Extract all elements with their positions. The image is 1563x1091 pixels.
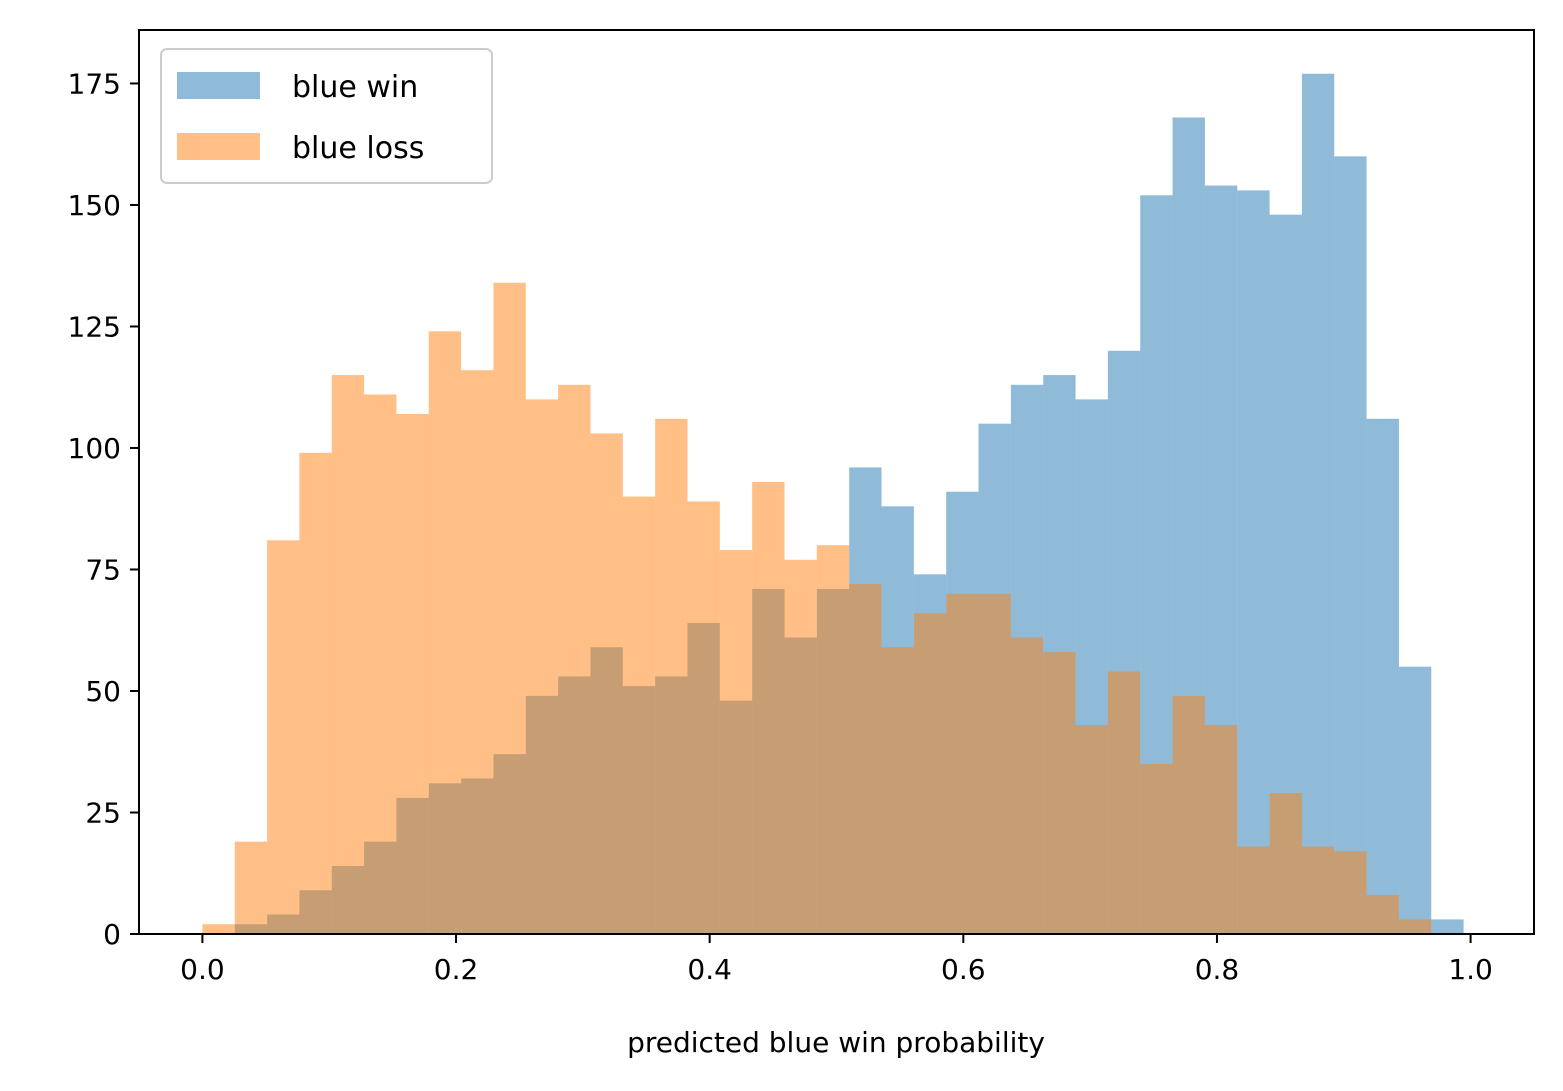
bar-blue-loss-4 (331, 375, 365, 935)
bar-blue-loss-13 (622, 496, 656, 934)
x-tick-label-3: 0.6 (941, 953, 986, 986)
y-tick-label-2: 50 (85, 675, 121, 708)
bar-blue-loss-6 (396, 413, 429, 935)
bar-blue-loss-32 (1237, 846, 1270, 934)
bar-blue-loss-29 (1140, 763, 1173, 934)
bar-blue-loss-9 (493, 282, 526, 935)
bar-blue-win-33 (1301, 73, 1335, 935)
bar-blue-loss-0 (202, 924, 235, 934)
bar-blue-loss-2 (267, 540, 300, 934)
x-tick-label-1: 0.2 (434, 953, 479, 986)
bar-blue-loss-33 (1269, 793, 1302, 934)
bar-blue-loss-30 (1172, 695, 1205, 934)
bar-blue-loss-31 (1204, 725, 1238, 934)
bar-blue-loss-26 (1043, 652, 1076, 934)
y-tick-label-0: 0 (103, 918, 121, 951)
bar-blue-loss-10 (525, 399, 559, 934)
y-tick-label-7: 175 (68, 67, 121, 100)
y-axis: 0 25 50 75 100 125 150 175 (68, 67, 139, 951)
bar-blue-loss-27 (1075, 725, 1108, 934)
x-tick-label-5: 1.0 (1448, 953, 1493, 986)
y-tick-label-3: 75 (85, 553, 121, 586)
y-tick-label-4: 100 (68, 432, 121, 465)
bar-blue-loss-17 (752, 482, 785, 934)
bar-blue-loss-7 (428, 331, 462, 935)
bar-blue-loss-8 (461, 370, 494, 935)
bar-blue-loss-37 (1398, 919, 1432, 934)
bar-blue-win-35 (1366, 418, 1399, 934)
bar-blue-loss-23 (946, 593, 979, 934)
x-tick-label-4: 0.8 (1195, 953, 1240, 986)
y-tick-label-5: 125 (68, 310, 121, 343)
bar-blue-loss-34 (1301, 846, 1335, 934)
bar-blue-loss-15 (687, 501, 720, 934)
plot-frame (138, 29, 1535, 935)
bar-blue-loss-25 (1010, 637, 1044, 934)
bar-blue-loss-22 (913, 613, 947, 934)
y-tick-label-6: 150 (68, 189, 121, 222)
bar-blue-loss-28 (1107, 671, 1141, 934)
bar-blue-win-31 (1237, 190, 1270, 934)
legend-swatch-blue-loss (177, 133, 260, 160)
bar-blue-loss-36 (1366, 895, 1399, 934)
bar-blue-loss-35 (1334, 851, 1367, 934)
x-axis-label: predicted blue win probability (627, 1026, 1045, 1059)
x-tick-label-0: 0.0 (180, 953, 225, 986)
bar-blue-loss-11 (558, 384, 591, 934)
bar-blue-loss-24 (978, 593, 1011, 934)
legend: blue win blue loss (160, 48, 493, 184)
bar-blue-loss-18 (784, 559, 817, 934)
bar-blue-win-37 (1431, 919, 1464, 934)
bar-blue-win-34 (1334, 156, 1367, 934)
legend-label-blue-loss: blue loss (292, 131, 424, 166)
legend-swatch-blue-win (177, 72, 260, 99)
bar-blue-loss-14 (655, 418, 688, 934)
bar-blue-loss-20 (849, 584, 882, 934)
bar-blue-loss-5 (364, 394, 397, 934)
histogram-bars (202, 73, 1464, 935)
bar-blue-loss-3 (299, 452, 332, 934)
bar-blue-loss-19 (816, 545, 850, 934)
bar-blue-loss-16 (719, 550, 753, 934)
bar-blue-loss-1 (234, 841, 268, 934)
x-tick-label-2: 0.4 (687, 953, 732, 986)
y-tick-label-1: 25 (85, 796, 121, 829)
bar-blue-win-36 (1398, 666, 1432, 934)
x-axis: 0.0 0.2 0.4 0.6 0.8 1.0 (180, 934, 1493, 986)
bar-blue-loss-12 (590, 433, 623, 934)
legend-label-blue-win: blue win (292, 70, 418, 105)
bar-blue-loss-21 (881, 647, 914, 934)
